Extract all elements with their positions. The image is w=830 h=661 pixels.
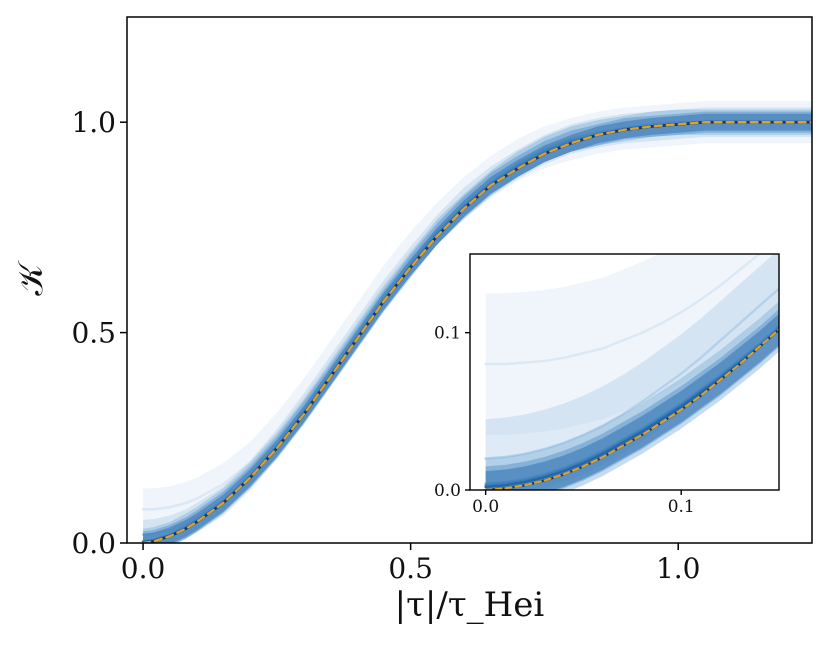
inset-series-group — [484, 254, 779, 490]
main-frame — [126, 16, 813, 544]
inset-series-4-line — [484, 326, 779, 487]
inset-series-4-band — [485, 309, 779, 490]
main-yaxis-label: 𝒦 — [11, 260, 51, 296]
inset-series-5-band — [485, 313, 779, 490]
inset-ytick-label: 0.1 — [434, 324, 461, 344]
inset-xtick-label: 0.1 — [668, 497, 695, 517]
main-ytick-label: 0.0 — [71, 527, 116, 560]
inset-plot-area: 0.0 0.1 0.0 0.1 — [434, 253, 780, 517]
inset-series-7-line — [484, 328, 779, 490]
inset-ytick-label: 0.0 — [434, 481, 461, 501]
main-xtick-label: 0.5 — [388, 552, 433, 585]
main-xtick-label: 1.0 — [656, 552, 701, 585]
inset-xtick-label: 0.0 — [472, 497, 499, 517]
main-series-group — [141, 101, 812, 543]
main-xtick-label: 0.0 — [121, 552, 166, 585]
inset-series-1-line — [484, 254, 762, 366]
inset-frame — [469, 253, 780, 491]
inset-series-2-line — [484, 287, 779, 460]
inset-series-1-band — [485, 254, 779, 435]
main-ytick-label: 1.0 — [71, 106, 116, 139]
inset-series-2-band — [485, 254, 779, 490]
inset-series-3-band — [485, 301, 779, 490]
main-series-5-band — [143, 113, 812, 543]
main-series-7-line — [141, 121, 812, 543]
inset-series-3-line — [484, 325, 779, 485]
main-xaxis-label: |τ|/τ_Hei — [395, 585, 545, 625]
inset-series-5-line — [484, 328, 779, 489]
main-ytick-label: 0.5 — [71, 316, 116, 349]
